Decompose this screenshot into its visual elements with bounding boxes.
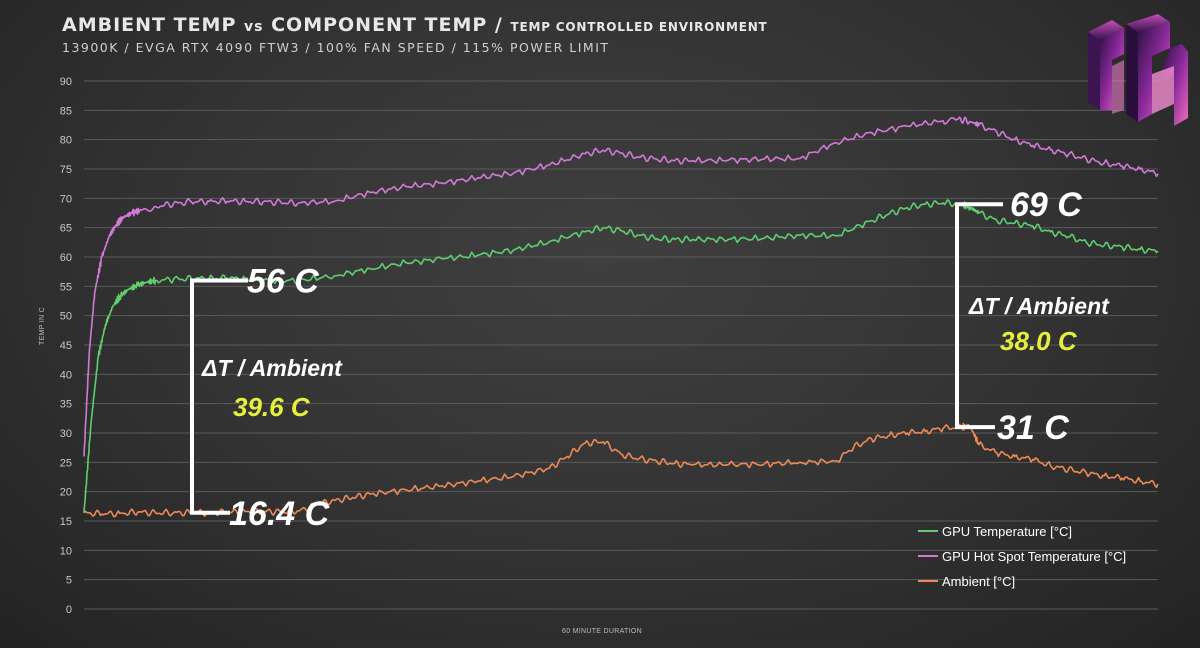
y-tick-label: 55 <box>60 281 72 293</box>
legend-entry: Ambient [°C] <box>942 574 1015 589</box>
y-tick-label: 30 <box>60 428 72 440</box>
series-line-1 <box>83 116 1159 457</box>
annotation-high-label: 56 C <box>247 262 319 300</box>
y-tick-label: 15 <box>60 516 72 528</box>
y-tick-label: 60 <box>60 252 72 264</box>
x-axis-label: 60 MINUTE DURATION <box>562 628 642 635</box>
delta-bracket <box>955 202 1003 430</box>
title-vs: vs <box>244 19 264 35</box>
annotation-high-label: 69 C <box>1010 186 1082 224</box>
grid <box>84 80 1158 610</box>
y-tick-label: 10 <box>60 545 72 557</box>
y-tick-label: 90 <box>60 76 72 88</box>
y-tick-label: 85 <box>60 105 72 117</box>
y-tick-label: 5 <box>66 575 72 587</box>
y-axis: 0 5 10 15 20 25 30 35 40 45 50 55 60 65 70 75 80 85 90 <box>60 76 72 616</box>
chart-title: AMBIENT TEMP vs COMPONENT TEMP / TEMP CO… <box>62 14 768 36</box>
y-tick-label: 75 <box>60 164 72 176</box>
series-line-2 <box>83 422 1159 518</box>
legend-entry: GPU Temperature [°C] <box>942 524 1072 539</box>
chart-subtitle: 13900K / EVGA RTX 4090 FTW3 / 100% FAN S… <box>62 40 610 55</box>
legend-entry: GPU Hot Spot Temperature [°C] <box>942 549 1126 564</box>
legend: GPU Temperature [°C] GPU Hot Spot Tempera… <box>918 524 1126 589</box>
y-tick-label: 35 <box>60 399 72 411</box>
annotation-low-label: 31 C <box>997 409 1069 447</box>
title-small: TEMP CONTROLLED ENVIRONMENT <box>510 20 768 34</box>
delta-bracket <box>190 278 248 515</box>
y-tick-label: 70 <box>60 193 72 205</box>
y-tick-label: 40 <box>60 369 72 381</box>
y-tick-label: 80 <box>60 135 72 147</box>
annotation-delta-label: ΔT / Ambient <box>968 293 1110 319</box>
series-line-0 <box>83 199 1159 513</box>
annotations: 56 C 16.4 C ΔT / Ambient 39.6 C 69 C 31 C ΔT /… <box>190 186 1110 533</box>
annotation-delta-value: 39.6 C <box>233 392 311 422</box>
annotation-delta-value: 38.0 C <box>1000 326 1078 356</box>
title-component: COMPONENT TEMP / <box>263 14 511 36</box>
title-main: AMBIENT TEMP <box>62 14 245 36</box>
y-tick-label: 50 <box>60 311 72 323</box>
y-tick-label: 45 <box>60 340 72 352</box>
y-tick-label: 20 <box>60 487 72 499</box>
y-axis-label: TEMP IN C <box>39 307 46 345</box>
annotation-low-label: 16.4 C <box>229 495 330 533</box>
y-tick-label: 0 <box>66 604 72 616</box>
tpc-logo-icon <box>1088 14 1188 126</box>
annotation-delta-label: ΔT / Ambient <box>201 355 343 381</box>
title-block: AMBIENT TEMP vs COMPONENT TEMP / TEMP CO… <box>62 14 768 55</box>
y-tick-label: 25 <box>60 457 72 469</box>
series-lines <box>83 116 1159 518</box>
y-tick-label: 65 <box>60 223 72 235</box>
